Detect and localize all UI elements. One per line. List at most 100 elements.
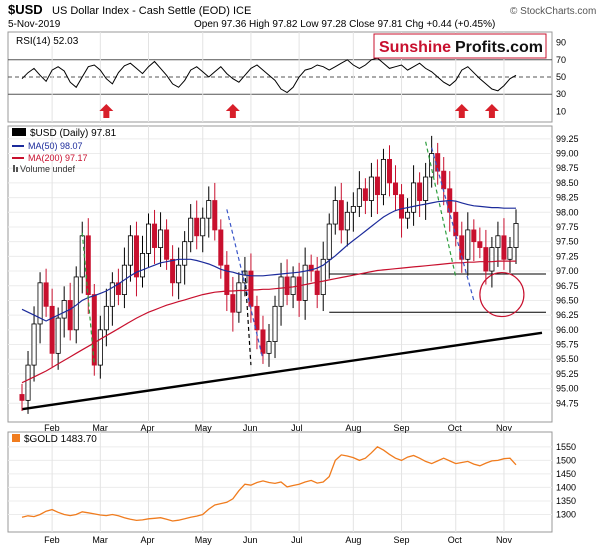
price-tick-label: 96.25 [556, 310, 579, 320]
price-tick-label: 98.00 [556, 207, 579, 217]
dashed-pattern-line [226, 209, 264, 360]
price-bar-body [501, 235, 507, 260]
price-bar-body [471, 229, 477, 243]
logo-part1: Sunshine [379, 39, 451, 56]
price-bar-body [332, 200, 338, 225]
price-bar-body [417, 182, 423, 201]
price-bar-body [182, 241, 188, 266]
price-bar-body [19, 394, 25, 401]
legend-swatch-volume [13, 165, 15, 172]
price-bar-body [43, 282, 49, 307]
x-tick-label-price: Sep [394, 423, 410, 433]
price-bar-body [380, 158, 386, 196]
price-bar-body [31, 323, 37, 366]
price-bar-body [386, 158, 392, 184]
price-bar-body [139, 253, 145, 278]
ohlc-readout: Open 97.36 High 97.82 Low 97.28 Close 97… [194, 19, 495, 30]
up-arrow-icon [225, 104, 240, 118]
x-tick-label-price: Nov [496, 423, 513, 433]
rsi-tick-label: 90 [556, 38, 566, 48]
price-bar-body [356, 188, 362, 207]
price-bar-body [278, 276, 284, 307]
legend-swatch-volume-2 [16, 167, 18, 172]
price-bar-body [296, 276, 302, 301]
price-bar-body [79, 235, 85, 278]
rsi-tick-label: 30 [556, 89, 566, 99]
sunshine-profits-logo: Sunshine Profits.com [373, 33, 547, 59]
price-bar-body [25, 364, 31, 401]
instrument-name: US Dollar Index - Cash Settle (EOD) ICE [52, 5, 251, 17]
legend-swatch-gold [12, 434, 20, 442]
price-bar-body [405, 211, 411, 219]
price-bar-body [326, 223, 332, 260]
price-bar-body [465, 229, 471, 260]
date-label: 5-Nov-2019 [8, 19, 61, 30]
x-tick-label: Apr [141, 535, 155, 545]
up-arrow-icon [99, 104, 114, 118]
price-bar-body [423, 176, 429, 201]
price-bar-body [453, 211, 459, 237]
price-bar-body [272, 305, 278, 342]
price-bar-body [489, 247, 495, 272]
price-bar-body [284, 276, 290, 295]
x-tick-label-price: Jul [291, 423, 303, 433]
price-bar-body [152, 223, 158, 248]
rsi-label: RSI(14) 52.03 [16, 36, 79, 47]
price-overlays [81, 141, 525, 366]
price-bar-body [513, 223, 519, 248]
price-bar-body [290, 276, 296, 295]
price-bar-body [224, 264, 230, 295]
price-bar-body [188, 217, 194, 243]
price-bar-body [158, 229, 164, 248]
price-bar-body [338, 200, 344, 231]
trend-line [21, 331, 543, 411]
price-bar-body [194, 217, 200, 237]
price-tick-label: 95.75 [556, 340, 579, 350]
x-tick-label: Mar [92, 535, 108, 545]
dashed-pattern-line [431, 147, 475, 301]
price-bar-body [85, 235, 91, 295]
gold-label: $GOLD 1483.70 [24, 434, 97, 445]
price-tick-label: 99.25 [556, 134, 579, 144]
price-bar-body [212, 200, 218, 231]
price-legend: $USD (Daily) 97.81 MA(50) 98.07 MA(200) … [12, 128, 117, 174]
rsi-label-bg [14, 34, 84, 46]
ma200-line [21, 260, 516, 384]
price-bar-body [350, 206, 356, 213]
price-bar-body [254, 305, 260, 331]
price-bar-body [308, 264, 314, 272]
price-bar-body [206, 200, 212, 219]
price-bar-body [483, 247, 489, 272]
price-bar-body [260, 329, 266, 354]
legend-ma50: MA(50) 98.07 [28, 141, 83, 151]
price-bar-body [49, 305, 55, 354]
price-bar-body [133, 235, 139, 278]
price-tick-label: 97.25 [556, 251, 579, 261]
price-tick-label: 95.50 [556, 354, 579, 364]
x-tick-label: Sep [394, 535, 410, 545]
price-tick-label: 97.00 [556, 266, 579, 276]
price-tick-label: 96.00 [556, 325, 579, 335]
price-bar-body [399, 194, 405, 219]
x-tick-label: Feb [44, 535, 60, 545]
x-tick-label-price: Oct [448, 423, 463, 433]
x-tick-label: Jul [291, 535, 303, 545]
gold-line [21, 445, 517, 522]
price-bar-body [55, 317, 61, 354]
up-arrow-icon [484, 104, 499, 118]
x-tick-label-price: May [195, 423, 213, 433]
gold-tick-label: 1450 [556, 469, 576, 479]
rsi-tick-label: 70 [556, 55, 566, 65]
legend-price: $USD (Daily) 97.81 [30, 128, 117, 139]
price-bar-body [97, 329, 103, 366]
symbol-label: $USD [8, 2, 43, 17]
x-tick-label: Oct [448, 535, 463, 545]
price-bar-body [266, 341, 272, 354]
ma50-line [21, 199, 516, 322]
price-bar-body [61, 300, 67, 319]
price-tick-label: 98.75 [556, 163, 579, 173]
price-bar-body [320, 258, 326, 295]
legend-ma200: MA(200) 97.17 [28, 153, 88, 163]
price-bar-body [164, 229, 170, 260]
